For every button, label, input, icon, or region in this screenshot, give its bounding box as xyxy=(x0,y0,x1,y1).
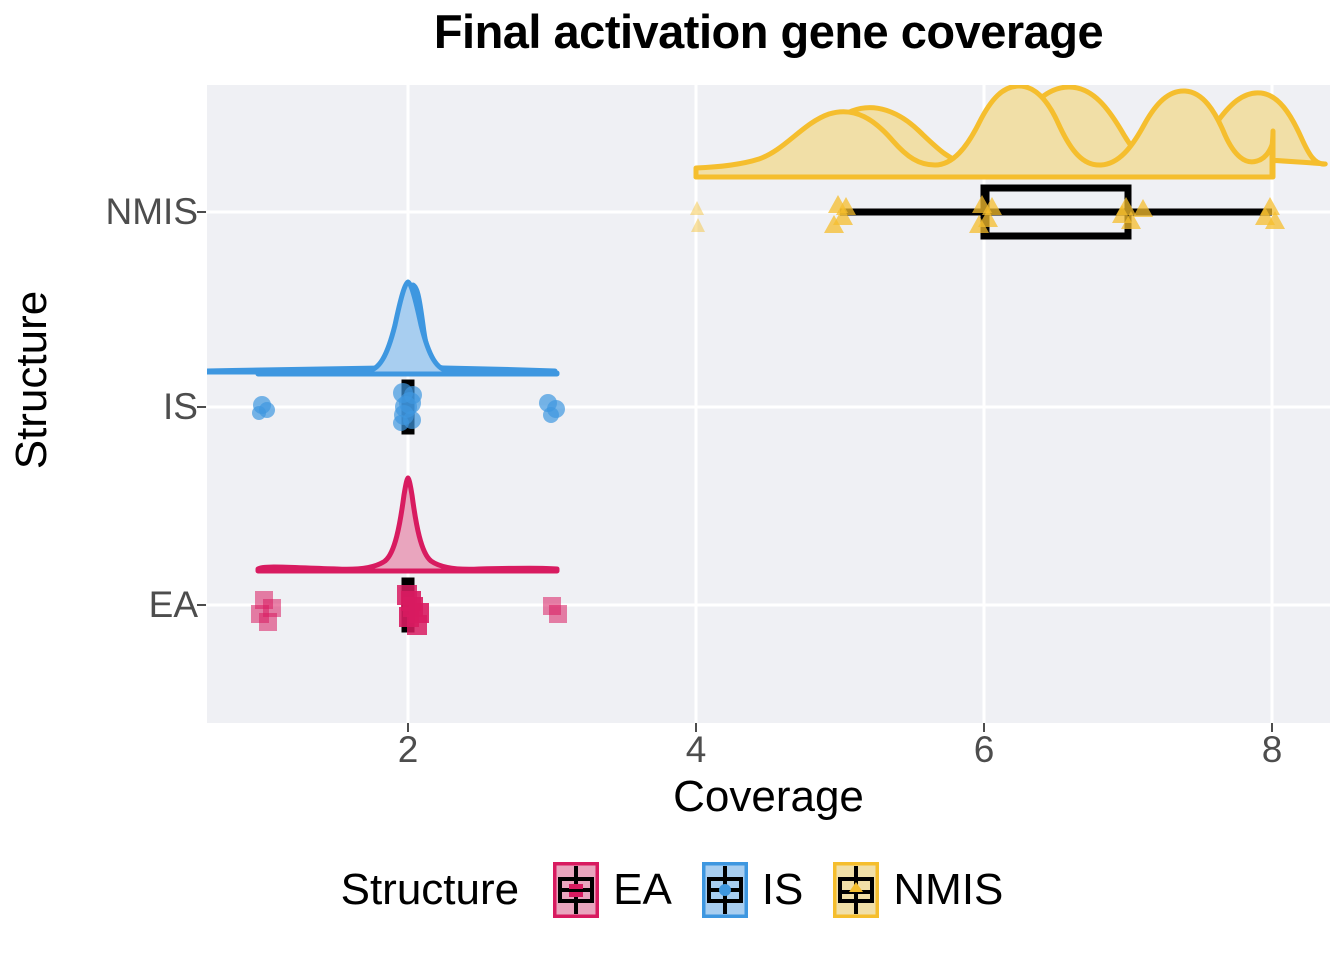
x-tick-mark-6 xyxy=(983,723,985,732)
gridline-x-4 xyxy=(694,85,698,723)
y-tick-mark-ea xyxy=(197,604,206,606)
raincloud-plot-layer xyxy=(207,85,1328,635)
page-title: Final activation gene coverage xyxy=(433,5,1104,58)
ea-points xyxy=(251,585,567,635)
legend-entry-nmis[interactable]: NMIS xyxy=(829,858,1004,922)
plot-panel xyxy=(207,85,1330,723)
legend-entry-is[interactable]: IS xyxy=(698,858,804,922)
gridline-y-ea xyxy=(207,603,1330,607)
is-points xyxy=(252,383,565,431)
y-tick-label-nmis: NMIS xyxy=(105,191,199,232)
ea-group xyxy=(251,475,567,635)
legend-key-ea xyxy=(549,858,603,922)
y-tick-mark-is xyxy=(197,406,206,408)
legend-label-is: IS xyxy=(761,865,804,914)
legend: Structure EA xyxy=(0,858,1344,922)
gridline-y-is xyxy=(207,405,1330,409)
x-tick-label-6: 6 xyxy=(973,729,995,770)
legend-title: Structure xyxy=(340,865,520,914)
ea-density-curve xyxy=(255,475,560,574)
legend-key-is xyxy=(698,858,752,922)
x-tick-mark-2 xyxy=(407,723,409,732)
legend-label-ea: EA xyxy=(613,865,672,914)
x-tick-mark-4 xyxy=(695,723,697,732)
x-tick-label-8: 8 xyxy=(1261,729,1283,770)
x-tick-label-2: 2 xyxy=(397,729,419,770)
nmis-density-curve-outline xyxy=(693,85,1275,180)
is-group xyxy=(207,279,565,435)
nmis-group xyxy=(690,85,1328,240)
legend-label-nmis: NMIS xyxy=(893,865,1004,914)
gridline-x-8 xyxy=(1270,85,1274,723)
gridline-x-6 xyxy=(982,85,986,723)
x-axis-title: Coverage xyxy=(673,772,864,821)
x-tick-label-4: 4 xyxy=(685,729,707,770)
y-axis-title: Structure xyxy=(7,290,56,470)
legend-key-nmis xyxy=(829,858,883,922)
y-tick-label-is: IS xyxy=(163,386,198,427)
legend-entry-ea[interactable]: EA xyxy=(549,858,672,922)
y-tick-label-ea: EA xyxy=(148,584,198,625)
y-tick-mark-nmis xyxy=(197,211,206,213)
is-density-curve-main xyxy=(255,279,560,377)
x-tick-mark-8 xyxy=(1271,723,1273,732)
nmis-points xyxy=(690,195,1285,233)
gridline-y-nmis xyxy=(207,210,1330,214)
